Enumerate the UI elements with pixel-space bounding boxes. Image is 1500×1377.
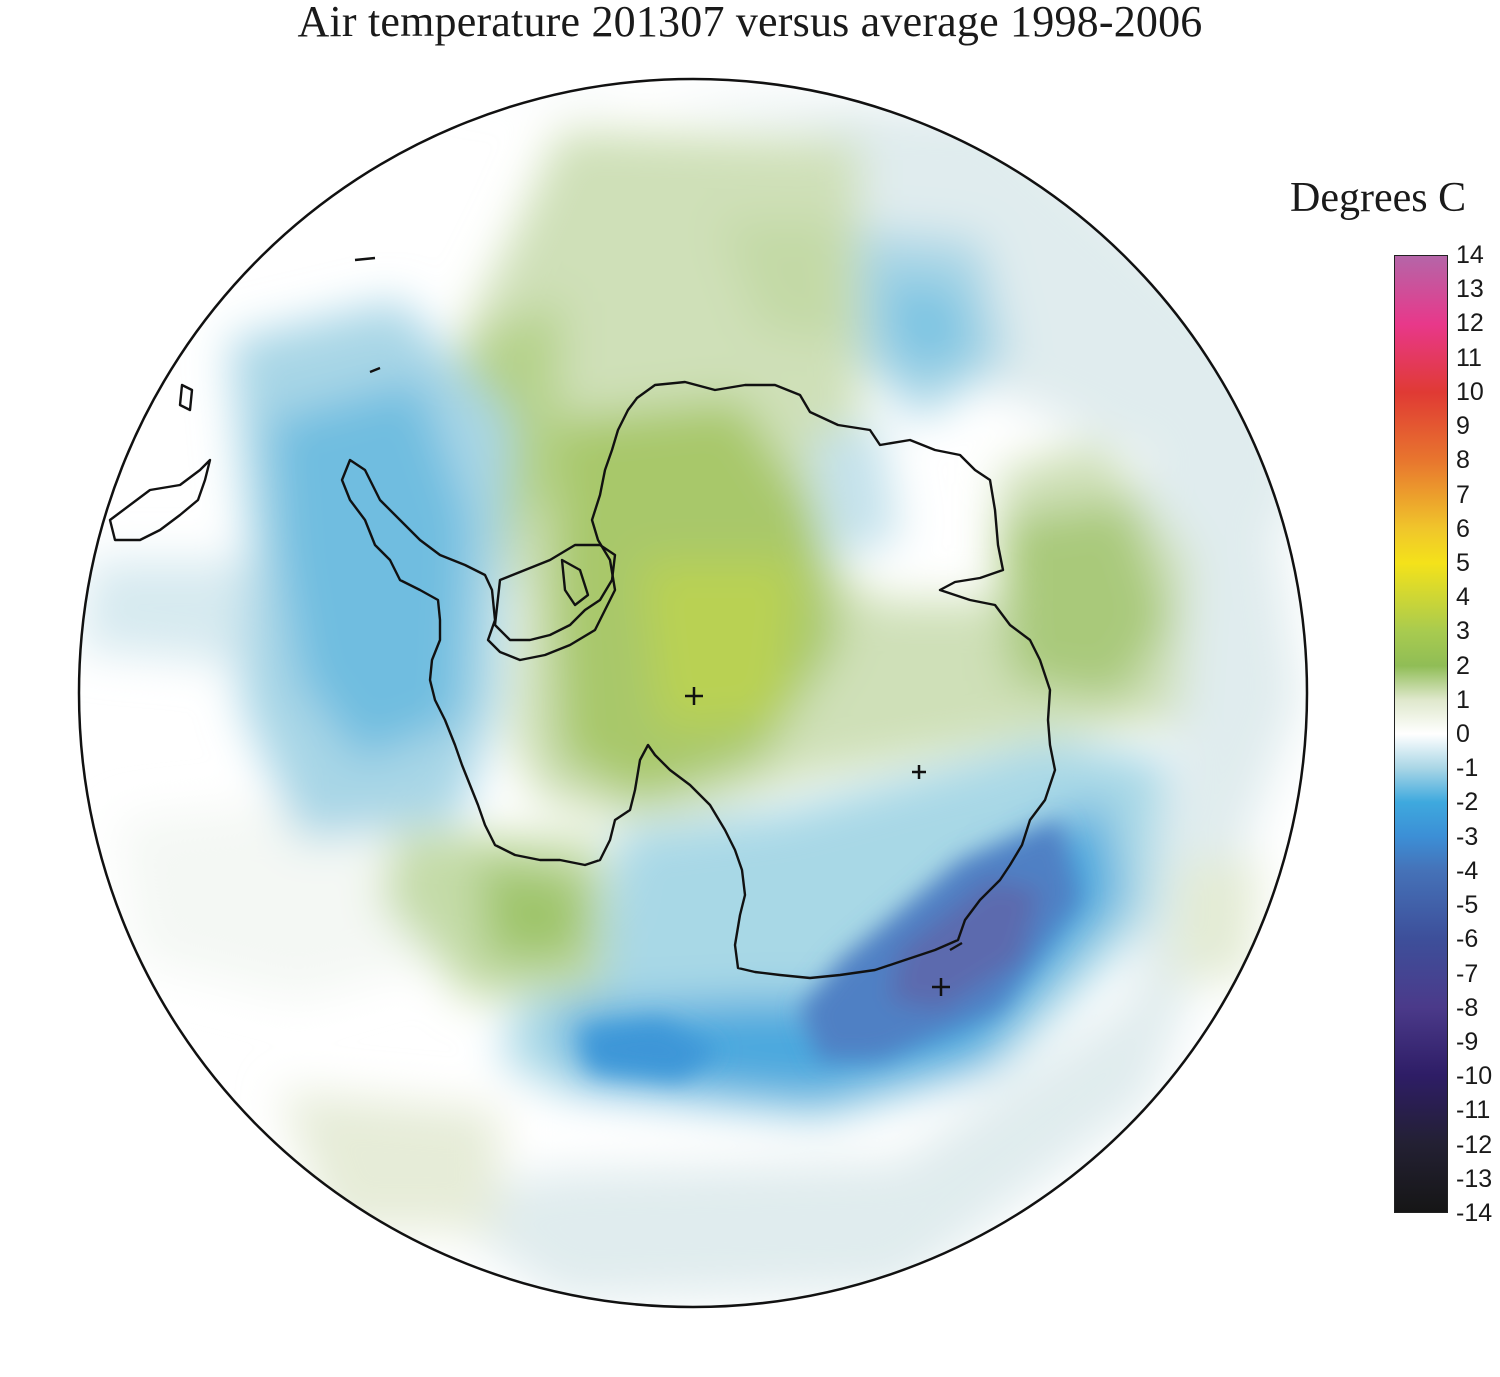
colorbar-tick-label: 3 — [1456, 617, 1470, 646]
colorbar-tick-label: 9 — [1456, 412, 1470, 441]
colorbar-units-label: Degrees C — [1290, 175, 1467, 221]
colorbar-tick-label: 4 — [1456, 583, 1470, 612]
colorbar-tick-label: 11 — [1456, 343, 1482, 372]
colorbar-tick-label: 1 — [1456, 685, 1470, 714]
colorbar-tick-label: 10 — [1456, 377, 1484, 406]
colorbar-tick-label: 5 — [1456, 548, 1470, 577]
coastline — [108, 256, 1057, 980]
colorbar-tick-label: 12 — [1456, 309, 1484, 338]
map-boundary — [77, 77, 1309, 1309]
plus-marker-icons — [685, 687, 950, 996]
colorbar-tick-label: -11 — [1456, 1096, 1491, 1125]
colorbar-tick-label: -12 — [1456, 1130, 1493, 1159]
colorbar-tick-label: 2 — [1456, 651, 1470, 680]
colorbar-tick-label: -5 — [1456, 891, 1479, 920]
map-title: Air temperature 201307 versus average 19… — [297, 0, 1203, 46]
colorbar-tick-label: 13 — [1456, 275, 1484, 304]
colorbar-tick-label: -13 — [1456, 1164, 1493, 1193]
colorbar-tick-label: -1 — [1456, 754, 1479, 783]
colorbar-tick-label: 0 — [1456, 720, 1470, 748]
colorbar-tick-label: -10 — [1456, 1062, 1493, 1091]
colorbar-tick-label: -8 — [1456, 993, 1479, 1022]
colorbar-tick-label: 14 — [1456, 241, 1484, 269]
colorbar-tick-label: -7 — [1456, 959, 1479, 988]
colorbar-tick-label: -9 — [1456, 1027, 1479, 1056]
colorbar-tick-label: -4 — [1456, 856, 1479, 885]
colorbar — [1394, 255, 1448, 1213]
colorbar-tick-label: -3 — [1456, 822, 1479, 851]
colorbar-tick-label: -6 — [1456, 925, 1479, 954]
colorbar-tick-label: -2 — [1456, 788, 1479, 817]
colorbar-tick-label: 7 — [1456, 480, 1470, 509]
colorbar-tick-label: 8 — [1456, 446, 1470, 475]
colorbar-tick-label: 6 — [1456, 514, 1470, 543]
colorbar-tick-label: -14 — [1456, 1199, 1493, 1227]
